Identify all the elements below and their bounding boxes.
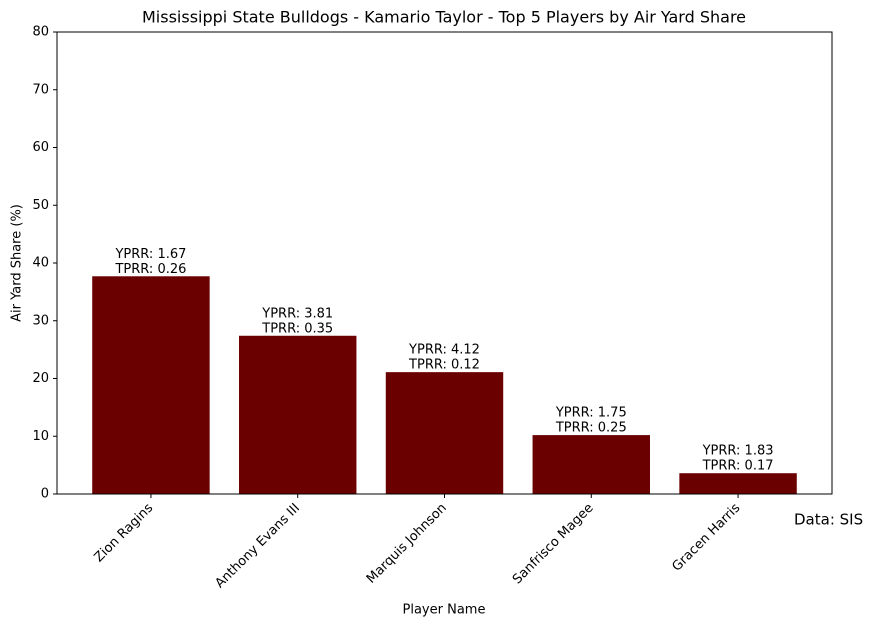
source-note: Data: SIS — [794, 511, 863, 529]
x-tick-label: Anthony Evans III — [213, 501, 304, 592]
x-axis-label: Player Name — [403, 603, 486, 618]
bar-label: TPRR: 0.12 — [408, 358, 480, 373]
bar-label: TPRR: 0.17 — [702, 459, 774, 474]
bar-label: YPRR: 1.67 — [114, 247, 186, 262]
bar-label: TPRR: 0.25 — [555, 421, 627, 436]
x-tick-label: Marquis Johnson — [364, 501, 450, 587]
plot-frame — [56, 31, 833, 495]
y-tick-label: 10 — [32, 429, 49, 444]
chart-title: Mississippi State Bulldogs - Kamario Tay… — [142, 8, 746, 27]
y-tick-label: 50 — [32, 198, 49, 213]
bar-label: YPRR: 1.75 — [555, 406, 627, 421]
y-tick-label: 0 — [41, 487, 49, 502]
bar-label: YPRR: 3.81 — [261, 306, 333, 321]
y-tick-label: 30 — [32, 313, 49, 328]
y-tick-label: 40 — [32, 256, 49, 271]
bar — [532, 435, 650, 494]
x-tick-label: Zion Ragins — [92, 501, 157, 566]
y-tick-label: 70 — [32, 82, 49, 97]
bar-label: TPRR: 0.26 — [114, 262, 186, 277]
bar-label: TPRR: 0.35 — [261, 321, 333, 336]
bar-label: YPRR: 4.12 — [408, 343, 480, 358]
x-tick-label: Sanfrisco Magee — [510, 501, 597, 588]
bar — [239, 335, 357, 494]
bar — [92, 276, 210, 494]
bar-label: YPRR: 1.83 — [702, 444, 774, 459]
y-tick-label: 20 — [32, 371, 49, 386]
x-tick-label: Gracen Harris — [669, 501, 743, 575]
bar — [679, 473, 797, 494]
y-tick-label: 80 — [32, 25, 49, 40]
y-axis-label: Air Yard Share (%) — [10, 204, 25, 322]
y-tick-label: 60 — [32, 140, 49, 155]
bar — [385, 372, 504, 494]
